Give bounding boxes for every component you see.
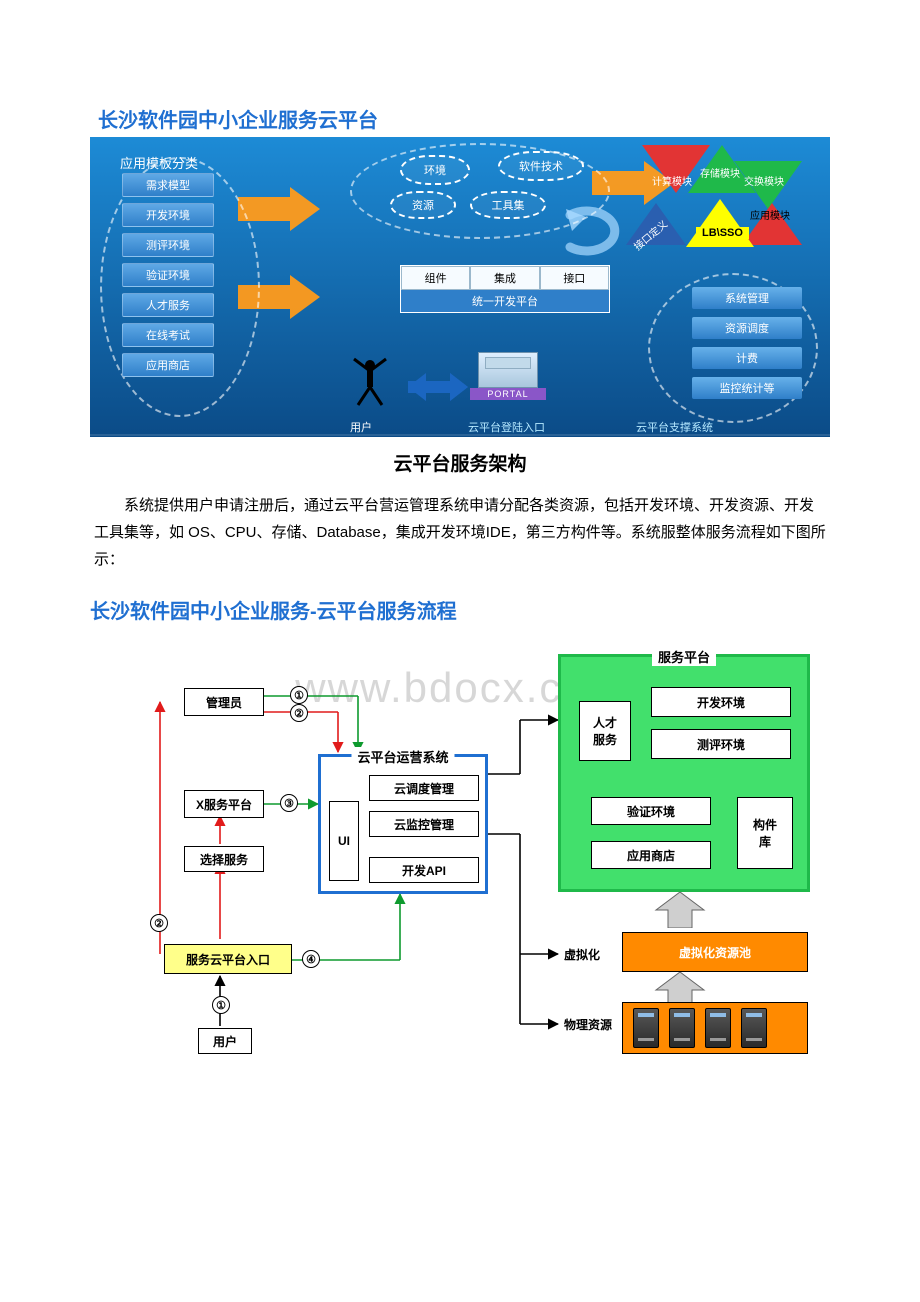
side-item: 需求模型 <box>122 173 214 197</box>
tri-lbsso <box>686 199 754 247</box>
user-label: 用户 <box>350 419 372 435</box>
badge-2a: ② <box>290 704 308 722</box>
arrow-svc <box>650 892 710 928</box>
box-xsvc: X服务平台 <box>184 790 264 818</box>
vpool-row: 虚拟化资源池 <box>622 932 808 972</box>
fig2-canvas: www.bdocx.com <box>90 634 830 1064</box>
dev-label: 统一开发平台 <box>401 290 609 312</box>
ops-ui: UI <box>329 801 359 881</box>
ops-panel: 云平台运营系统 UI 云调度管理 云监控管理 开发API <box>318 754 488 894</box>
paragraph: 系统提供用户申请注册后，通过云平台营运管理系统申请分配各类资源，包括开发环境、开… <box>94 492 826 573</box>
fig1-canvas: 应用模板分类 需求模型 开发环境 测评环境 验证环境 人才服务 在线考试 应用商… <box>90 137 830 437</box>
svc-dev: 开发环境 <box>651 687 791 717</box>
caption-support: 云平台支撑系统 <box>636 419 713 435</box>
server-icon <box>741 1008 767 1048</box>
svc-comp: 构件 库 <box>737 797 793 869</box>
ops-item-0: 云调度管理 <box>369 775 479 801</box>
figure-2: 长沙软件园中小企业服务-云平台服务流程 www.bdocx.com <box>90 591 830 1064</box>
vpool-label: 虚拟化资源池 <box>679 944 751 961</box>
side-item: 验证环境 <box>122 263 214 287</box>
side-item: 开发环境 <box>122 203 214 227</box>
tri-compute-lbl: 计算模块 <box>652 173 692 188</box>
fig1-title: 长沙软件园中小企业服务云平台 <box>90 100 830 137</box>
user-figure <box>340 357 400 412</box>
svc-verify: 验证环境 <box>591 797 711 825</box>
side-item: 测评环境 <box>122 233 214 257</box>
phys-label: 物理资源 <box>564 1016 612 1033</box>
bubble-tool: 工具集 <box>470 191 546 219</box>
badge-2b: ② <box>150 914 168 932</box>
box-choose: 选择服务 <box>184 846 264 872</box>
box-entry: 服务云平台入口 <box>164 944 292 974</box>
side-item: 人才服务 <box>122 293 214 317</box>
caption-1: 云平台服务架构 <box>90 449 830 476</box>
dev-cell: 集成 <box>470 266 539 290</box>
ops-item-1: 云监控管理 <box>369 811 479 837</box>
lbsso-label: LB\SSO <box>696 227 749 239</box>
badge-1b: ① <box>212 996 230 1014</box>
portal-icon <box>478 352 538 388</box>
dev-cell: 组件 <box>401 266 470 290</box>
right-item: 计费 <box>692 347 802 369</box>
box-admin: 管理员 <box>184 688 264 716</box>
sidebar-label: 应用模板分类 <box>120 153 198 172</box>
phys-row-bg <box>622 1002 808 1054</box>
bubble-res: 资源 <box>390 191 456 219</box>
ops-title: 云平台运营系统 <box>351 747 454 766</box>
dev-cell: 接口 <box>540 266 609 290</box>
tri-app-lbl: 应用模块 <box>750 207 790 222</box>
bubble-tech: 软件技术 <box>498 151 584 181</box>
user-icon <box>348 357 392 407</box>
bubble-env: 环境 <box>400 155 470 185</box>
svc-test: 测评环境 <box>651 729 791 759</box>
svc-store: 应用商店 <box>591 841 711 869</box>
triangle-cluster: 存储模块 计算模块 交换模块 接口定义 应用模块 LB\SSO <box>608 145 808 255</box>
ops-item-2: 开发API <box>369 857 479 883</box>
fig2-title: 长沙软件园中小企业服务-云平台服务流程 <box>90 591 830 634</box>
svc-title: 服务平台 <box>652 647 716 666</box>
svc-talent: 人才 服务 <box>579 701 631 761</box>
figure-1: 长沙软件园中小企业服务云平台 <box>90 100 830 437</box>
portal-label: PORTAL <box>470 388 546 400</box>
right-item: 资源调度 <box>692 317 802 339</box>
svc-panel: 服务平台 人才 服务 开发环境 测评环境 验证环境 应用商店 构件 库 <box>558 654 810 892</box>
server-icon <box>633 1008 659 1048</box>
portal: PORTAL <box>470 352 546 400</box>
tri-exchange-lbl: 交换模块 <box>744 173 784 188</box>
badge-1a: ① <box>290 686 308 704</box>
badge-4: ④ <box>302 950 320 968</box>
box-user: 用户 <box>198 1028 252 1054</box>
right-item: 系统管理 <box>692 287 802 309</box>
right-col: 系统管理 资源调度 计费 监控统计等 <box>692 287 802 399</box>
right-item: 监控统计等 <box>692 377 802 399</box>
server-icon <box>669 1008 695 1048</box>
dev-platform: 组件 集成 接口 统一开发平台 <box>400 265 610 313</box>
virtual-label: 虚拟化 <box>564 946 600 963</box>
badge-3: ③ <box>280 794 298 812</box>
side-item: 应用商店 <box>122 353 214 377</box>
sidebar: 需求模型 开发环境 测评环境 验证环境 人才服务 在线考试 应用商店 <box>122 173 214 377</box>
server-icon <box>705 1008 731 1048</box>
caption-login: 云平台登陆入口 <box>468 419 545 435</box>
side-item: 在线考试 <box>122 323 214 347</box>
